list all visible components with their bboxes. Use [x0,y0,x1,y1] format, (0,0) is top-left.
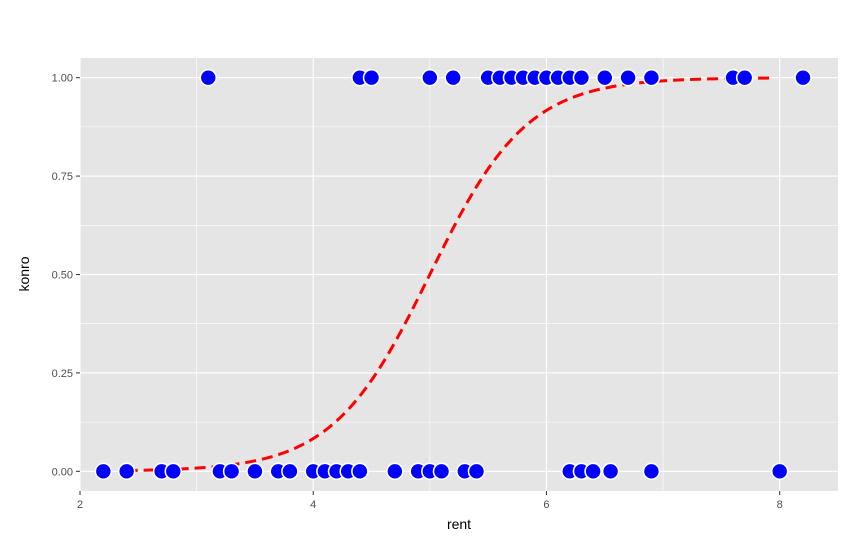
y-tick-label: 1.00 [52,73,73,85]
data-point [94,462,113,481]
y-tick-label: 0.50 [52,270,73,282]
data-point [351,462,369,481]
x-tick-label: 8 [777,499,783,511]
points-layer [94,68,812,481]
data-point [619,68,637,87]
data-point [386,462,404,481]
data-point [467,462,486,481]
data-point [222,462,241,481]
data-point [584,462,602,481]
data-point [601,462,620,481]
data-point [199,68,218,87]
data-point [421,68,439,87]
data-point [432,462,451,481]
x-tick-label: 2 [77,499,83,511]
data-point [281,462,299,481]
data-point [735,68,754,87]
data-point [642,68,661,87]
data-point [444,68,462,87]
data-point [770,462,789,481]
x-tick-label: 4 [310,499,316,511]
x-tick-label: 6 [543,499,549,511]
y-tick-label: 0.25 [52,368,73,380]
y-tick-label: 0.75 [52,171,73,183]
axis-ticks [76,77,781,495]
x-axis-title: rent [447,516,471,532]
data-point [164,462,183,481]
data-point [246,462,264,481]
y-axis-title: konro [16,256,32,291]
data-point [362,68,381,87]
data-point [794,68,812,87]
data-point [642,462,661,481]
tick-labels: 2 4 6 8 0.00 0.25 0.50 0.75 1.00 [52,73,783,511]
data-point [117,462,136,481]
data-point [595,68,614,87]
y-tick-label: 0.00 [52,466,73,478]
data-point [572,68,591,87]
